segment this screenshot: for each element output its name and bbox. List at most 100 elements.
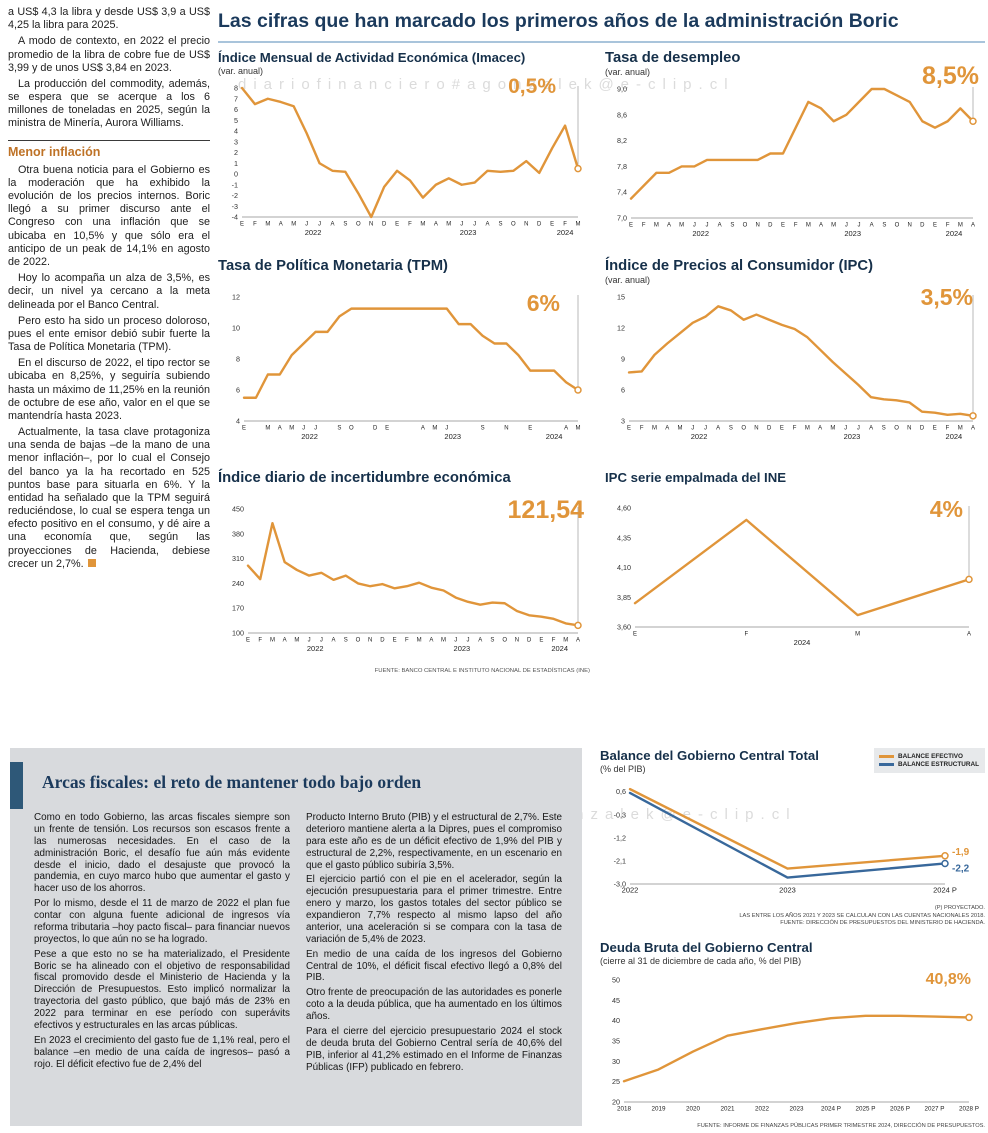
article-paragraph: El ejercicio partió con el pie en el ace…	[306, 874, 562, 945]
svg-text:2024: 2024	[551, 644, 568, 653]
panel-columns: Como en todo Gobierno, las arcas fiscale…	[34, 812, 562, 1076]
svg-text:J: J	[845, 223, 848, 229]
svg-text:E: E	[246, 638, 250, 644]
svg-text:M: M	[441, 638, 446, 644]
svg-text:2021: 2021	[720, 1106, 735, 1113]
svg-text:2022: 2022	[692, 229, 709, 238]
svg-text:O: O	[894, 426, 899, 432]
article-paragraph: Actualmente, la tasa clave protagoniza u…	[8, 426, 210, 570]
article-paragraph: Pese a que esto no se ha materializado, …	[34, 948, 290, 1031]
svg-text:A: A	[819, 223, 823, 229]
svg-text:3: 3	[621, 417, 625, 426]
svg-text:45: 45	[612, 996, 620, 1005]
panel-column-1: Como en todo Gobierno, las arcas fiscale…	[34, 812, 290, 1076]
chart-subtitle	[218, 275, 590, 287]
svg-text:F: F	[946, 223, 950, 229]
svg-text:M: M	[265, 426, 270, 432]
svg-text:O: O	[502, 638, 507, 644]
highlight-value: 4%	[929, 496, 963, 522]
svg-text:2: 2	[234, 148, 238, 157]
svg-text:100: 100	[232, 629, 244, 638]
svg-text:3,85: 3,85	[617, 593, 631, 602]
svg-text:J: J	[320, 638, 323, 644]
svg-text:N: N	[504, 426, 508, 432]
svg-text:2024: 2024	[946, 229, 963, 238]
svg-text:0,6: 0,6	[616, 787, 626, 796]
article-paragraph: Pero esto ha sido un proceso doloroso, p…	[8, 314, 210, 354]
svg-text:O: O	[356, 222, 361, 228]
svg-text:2023: 2023	[789, 1106, 804, 1113]
svg-text:F: F	[946, 426, 950, 432]
svg-text:D: D	[380, 638, 385, 644]
chart-title: Tasa de Política Monetaria (TPM)	[218, 258, 448, 274]
svg-text:M: M	[831, 223, 836, 229]
svg-text:20: 20	[612, 1098, 620, 1107]
svg-text:N: N	[369, 222, 373, 228]
svg-text:J: J	[473, 222, 476, 228]
svg-text:E: E	[781, 223, 785, 229]
svg-text:F: F	[642, 223, 646, 229]
ipc-empalmada-plot: 4,60 4,35 4,10 3,85 3,60E F M A 2024	[617, 504, 973, 647]
svg-text:D: D	[920, 426, 925, 432]
svg-text:A: A	[330, 222, 334, 228]
svg-text:2024: 2024	[946, 432, 963, 441]
svg-text:170: 170	[232, 604, 244, 613]
svg-text:S: S	[498, 222, 502, 228]
svg-text:E: E	[933, 223, 937, 229]
svg-text:J: J	[302, 426, 305, 432]
svg-text:A: A	[434, 222, 438, 228]
svg-text:J: J	[693, 223, 696, 229]
svg-text:2024: 2024	[546, 432, 563, 441]
svg-text:9: 9	[621, 355, 625, 364]
svg-text:4: 4	[236, 417, 240, 426]
svg-text:F: F	[405, 638, 409, 644]
svg-text:2023: 2023	[779, 886, 796, 895]
chart-title: Índice diario de incertidumbre económica	[218, 470, 511, 486]
svg-text:12: 12	[617, 324, 625, 333]
svg-text:4: 4	[234, 127, 238, 136]
chart-title: Índice de Precios al Consumidor (IPC)	[605, 258, 874, 274]
svg-text:A: A	[716, 426, 720, 432]
chart-title: IPC serie empalmada del INE	[605, 470, 787, 485]
svg-text:12: 12	[232, 293, 240, 302]
svg-text:-3,0: -3,0	[614, 880, 626, 889]
chart-ipc: Índice de Precios al Consumidor (IPC) (v…	[605, 258, 985, 454]
svg-text:M: M	[677, 426, 682, 432]
svg-text:N: N	[755, 223, 759, 229]
svg-text:310: 310	[232, 554, 244, 563]
svg-text:2019: 2019	[651, 1106, 666, 1113]
svg-text:E: E	[528, 426, 532, 432]
svg-text:S: S	[481, 426, 485, 432]
svg-text:D: D	[527, 638, 532, 644]
svg-text:D: D	[373, 426, 378, 432]
svg-text:M: M	[652, 426, 657, 432]
svg-text:O: O	[895, 223, 900, 229]
svg-text:A: A	[486, 222, 490, 228]
highlight-value: 0,5%	[508, 75, 556, 98]
svg-text:A: A	[869, 426, 873, 432]
svg-text:2026 P: 2026 P	[890, 1106, 910, 1113]
svg-text:E: E	[395, 222, 399, 228]
svg-text:S: S	[730, 223, 734, 229]
svg-text:N: N	[368, 638, 372, 644]
legend-item: BALANCE EFECTIVO	[879, 753, 979, 760]
svg-text:M: M	[855, 632, 860, 638]
svg-text:35: 35	[612, 1037, 620, 1046]
svg-text:2022: 2022	[755, 1106, 770, 1113]
svg-text:7: 7	[234, 94, 238, 103]
svg-text:M: M	[805, 426, 810, 432]
svg-text:M: M	[830, 426, 835, 432]
svg-text:N: N	[524, 222, 528, 228]
highlight-value: 40,8%	[925, 971, 971, 988]
svg-text:25: 25	[612, 1077, 620, 1086]
article-paragraph: Otro frente de preocupación de las autor…	[306, 987, 562, 1022]
svg-text:M: M	[958, 223, 963, 229]
svg-text:J: J	[467, 638, 470, 644]
blue-line-swatch-icon	[879, 763, 895, 766]
svg-text:7,8: 7,8	[617, 162, 627, 171]
svg-text:E: E	[539, 638, 543, 644]
svg-text:30: 30	[612, 1057, 620, 1066]
chart-title: Índice Mensual de Actividad Económica (I…	[218, 50, 526, 65]
svg-text:S: S	[729, 426, 733, 432]
chart-desempleo: Tasa de desempleo (var. anual) 8,5% 9,0 8…	[605, 50, 985, 251]
